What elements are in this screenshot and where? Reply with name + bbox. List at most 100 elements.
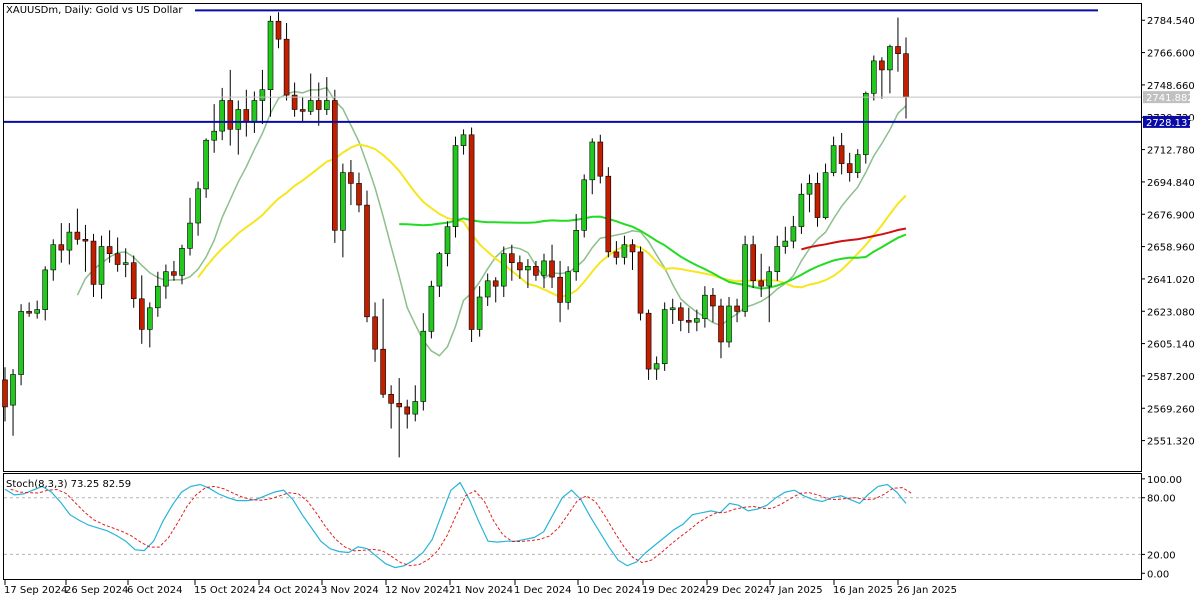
candle [340, 163, 346, 258]
time-tick-label: 6 Oct 2024 [127, 585, 182, 596]
candle [879, 57, 885, 99]
candle-body [122, 262, 129, 265]
candle [597, 134, 604, 184]
stoch-main-line [4, 481, 907, 569]
candle [613, 241, 620, 265]
candle [66, 223, 73, 265]
candle-body [742, 244, 748, 312]
candle-body [356, 183, 362, 206]
candle [887, 44, 893, 94]
candle [372, 302, 378, 362]
time-tick-label: 16 Jan 2025 [833, 585, 893, 596]
candle [508, 244, 515, 281]
candle [669, 298, 676, 325]
candle-body [243, 109, 250, 123]
candle-body [549, 260, 555, 278]
candle-body [629, 244, 636, 253]
candle-body [34, 309, 41, 314]
candle [130, 255, 137, 308]
current-price-label: 2741.882 [1146, 93, 1194, 104]
candle [195, 181, 201, 236]
price-tick-label: 2694.840 [1147, 178, 1195, 189]
candle-body [50, 244, 57, 271]
candle-body [428, 285, 435, 332]
candle-body [597, 141, 604, 177]
time-tick-label: 24 Oct 2024 [258, 585, 320, 596]
candle [492, 277, 499, 303]
time-tick-label: 21 Nov 2024 [449, 585, 513, 596]
candle [742, 235, 748, 317]
candle [307, 73, 314, 115]
price-tick-label: 2641.020 [1147, 275, 1195, 286]
candle [846, 152, 853, 182]
stoch-tick-label: 20.00 [1147, 550, 1176, 561]
candle-body [323, 100, 330, 110]
candle [291, 82, 298, 117]
candle-body [846, 163, 853, 173]
candle-body [187, 222, 193, 249]
candle-body [315, 100, 322, 110]
candle [2, 367, 8, 422]
candle [267, 15, 274, 117]
candle-body [10, 374, 16, 406]
time-tick-label: 3 Nov 2024 [321, 585, 379, 596]
candle [605, 167, 612, 258]
candle [645, 309, 652, 380]
price-tick-label: 2712.780 [1147, 146, 1195, 157]
candle-body [718, 305, 724, 343]
candle [34, 300, 41, 319]
candle-body [444, 226, 451, 254]
candle-body [452, 145, 459, 228]
candle-body [653, 363, 660, 370]
candle [476, 286, 483, 337]
candle-body [685, 320, 692, 323]
candle-body [734, 305, 740, 312]
candle-body [838, 145, 845, 164]
candle-body [412, 401, 419, 415]
candle-body [774, 246, 781, 273]
candle-body [782, 240, 789, 247]
candle-body [348, 172, 354, 184]
candle [428, 280, 435, 339]
candle-body [621, 244, 628, 258]
candle [412, 385, 419, 422]
candle-body [460, 134, 467, 146]
price-tick-label: 2658.960 [1147, 243, 1195, 254]
candle [235, 100, 242, 155]
candle [331, 89, 338, 243]
candle-body [331, 100, 338, 231]
time-tick-label: 7 Jan 2025 [769, 585, 823, 596]
candle-body [887, 46, 893, 71]
candle-body [879, 60, 885, 71]
candle [179, 244, 185, 285]
candle [315, 82, 322, 126]
main-pane-frame [3, 3, 1142, 472]
candle [718, 298, 724, 359]
candle-body [605, 175, 612, 253]
candle-body [525, 265, 531, 271]
time-tick-label: 29 Dec 2024 [706, 585, 770, 596]
candle [436, 251, 443, 297]
candle [460, 129, 467, 155]
candle-body [814, 183, 821, 218]
candle-body [758, 280, 765, 287]
candle [838, 132, 845, 175]
time-tick-label: 12 Nov 2024 [385, 585, 449, 596]
candle-body [163, 271, 169, 287]
candle [790, 215, 797, 249]
time-tick-label: 26 Jan 2025 [897, 585, 957, 596]
candle [147, 302, 153, 348]
price-tick-label: 2623.080 [1147, 307, 1195, 318]
candle-body [340, 172, 346, 231]
candle-body [283, 38, 290, 96]
candle [122, 248, 129, 278]
candle [114, 237, 121, 272]
candle [557, 260, 563, 323]
candle-body [862, 93, 869, 155]
candle [50, 239, 57, 281]
candle-body [235, 109, 242, 130]
candle [895, 17, 901, 72]
candle-body [267, 20, 274, 91]
price-tick-label: 2551.320 [1147, 437, 1195, 448]
